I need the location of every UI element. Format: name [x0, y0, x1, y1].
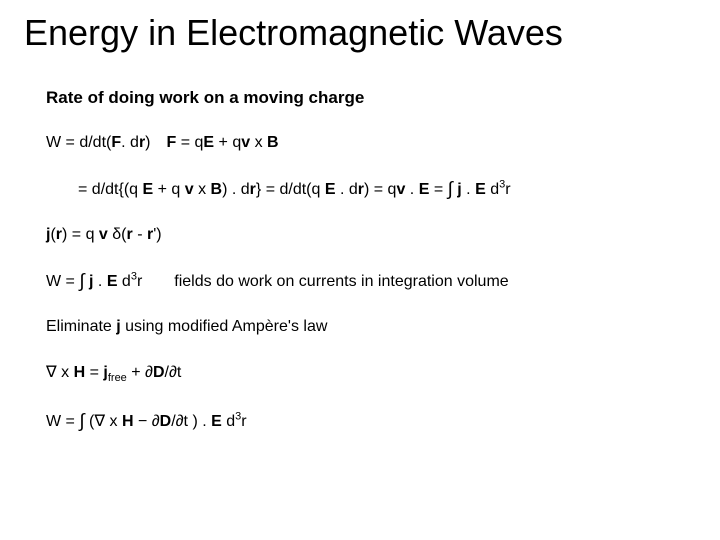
- note-text: fields do work on currents in integratio…: [142, 273, 508, 290]
- sub-free: free: [108, 372, 127, 384]
- t: ) = q: [364, 181, 396, 198]
- t: W =: [46, 413, 79, 430]
- integral-icon: ∫: [79, 271, 84, 292]
- t: . d: [336, 181, 358, 198]
- eq-line-2: = d/dt{(q E + q v x B) . dr} = d/dt(q E …: [78, 178, 696, 200]
- t: r: [241, 413, 246, 430]
- t: = d/dt{(q: [78, 181, 143, 198]
- t: /∂t: [165, 364, 182, 381]
- t: /∂t ) .: [171, 413, 211, 430]
- t: ): [145, 134, 166, 151]
- vec-v: v: [185, 181, 194, 198]
- t: } = d/dt(q: [256, 181, 325, 198]
- vec-E: E: [475, 181, 486, 198]
- t: − ∂: [134, 413, 160, 430]
- vec-v: v: [241, 134, 250, 151]
- t: '): [153, 226, 161, 243]
- t: δ(: [108, 226, 127, 243]
- vec-F: F: [111, 134, 121, 151]
- vec-E: E: [325, 181, 336, 198]
- t: =: [429, 181, 447, 198]
- vec-B: B: [267, 134, 279, 151]
- vec-E: E: [143, 181, 154, 198]
- vec-E: E: [419, 181, 430, 198]
- vec-D: D: [153, 364, 165, 381]
- integral-icon: ∫: [448, 179, 453, 200]
- eq-line-5: Eliminate j using modified Ampère's law: [46, 318, 696, 336]
- eq-line-7: W = ∫ (∇ x H − ∂D/∂t ) . E d3r: [46, 410, 696, 432]
- t: using modified Ampère's law: [121, 318, 328, 335]
- vec-D: D: [160, 413, 172, 430]
- vec-E: E: [203, 134, 214, 151]
- t: .: [462, 181, 475, 198]
- t: ∇ x: [46, 364, 74, 381]
- vec-H: H: [74, 364, 86, 381]
- t: x: [250, 134, 267, 151]
- page-title: Energy in Electromagnetic Waves: [24, 12, 696, 54]
- t: =: [85, 364, 103, 381]
- eq-line-6: ∇ x H = jfree + ∂D/∂t: [46, 362, 696, 384]
- vec-E: E: [107, 273, 118, 290]
- integral-icon: ∫: [79, 411, 84, 432]
- t: -: [133, 226, 147, 243]
- t: = q: [176, 134, 203, 151]
- t: .: [93, 273, 106, 290]
- t: + ∂: [127, 364, 153, 381]
- vec-B: B: [211, 181, 223, 198]
- t: d: [117, 273, 130, 290]
- eq-line-3: j(r) = q v δ(r - r'): [46, 226, 696, 244]
- subheading: Rate of doing work on a moving charge: [46, 88, 696, 108]
- t: r: [505, 181, 510, 198]
- t: d: [486, 181, 499, 198]
- vec-H: H: [122, 413, 134, 430]
- t: W = d/dt(: [46, 134, 111, 151]
- t: + q: [153, 181, 185, 198]
- t: .: [405, 181, 418, 198]
- t: x: [194, 181, 211, 198]
- t: Eliminate: [46, 318, 116, 335]
- t: . d: [121, 134, 139, 151]
- t: ) = q: [62, 226, 99, 243]
- eq-line-1: W = d/dt(F. dr) F = qE + qv x B: [46, 134, 696, 152]
- t: W =: [46, 273, 79, 290]
- vec-v: v: [99, 226, 108, 243]
- t: (∇ x: [85, 413, 122, 430]
- t: d: [222, 413, 235, 430]
- t: + q: [214, 134, 241, 151]
- vec-F: F: [167, 134, 177, 151]
- vec-E: E: [211, 413, 222, 430]
- t: ) . d: [222, 181, 250, 198]
- eq-line-4: W = ∫ j . E d3r fields do work on curren…: [46, 270, 696, 292]
